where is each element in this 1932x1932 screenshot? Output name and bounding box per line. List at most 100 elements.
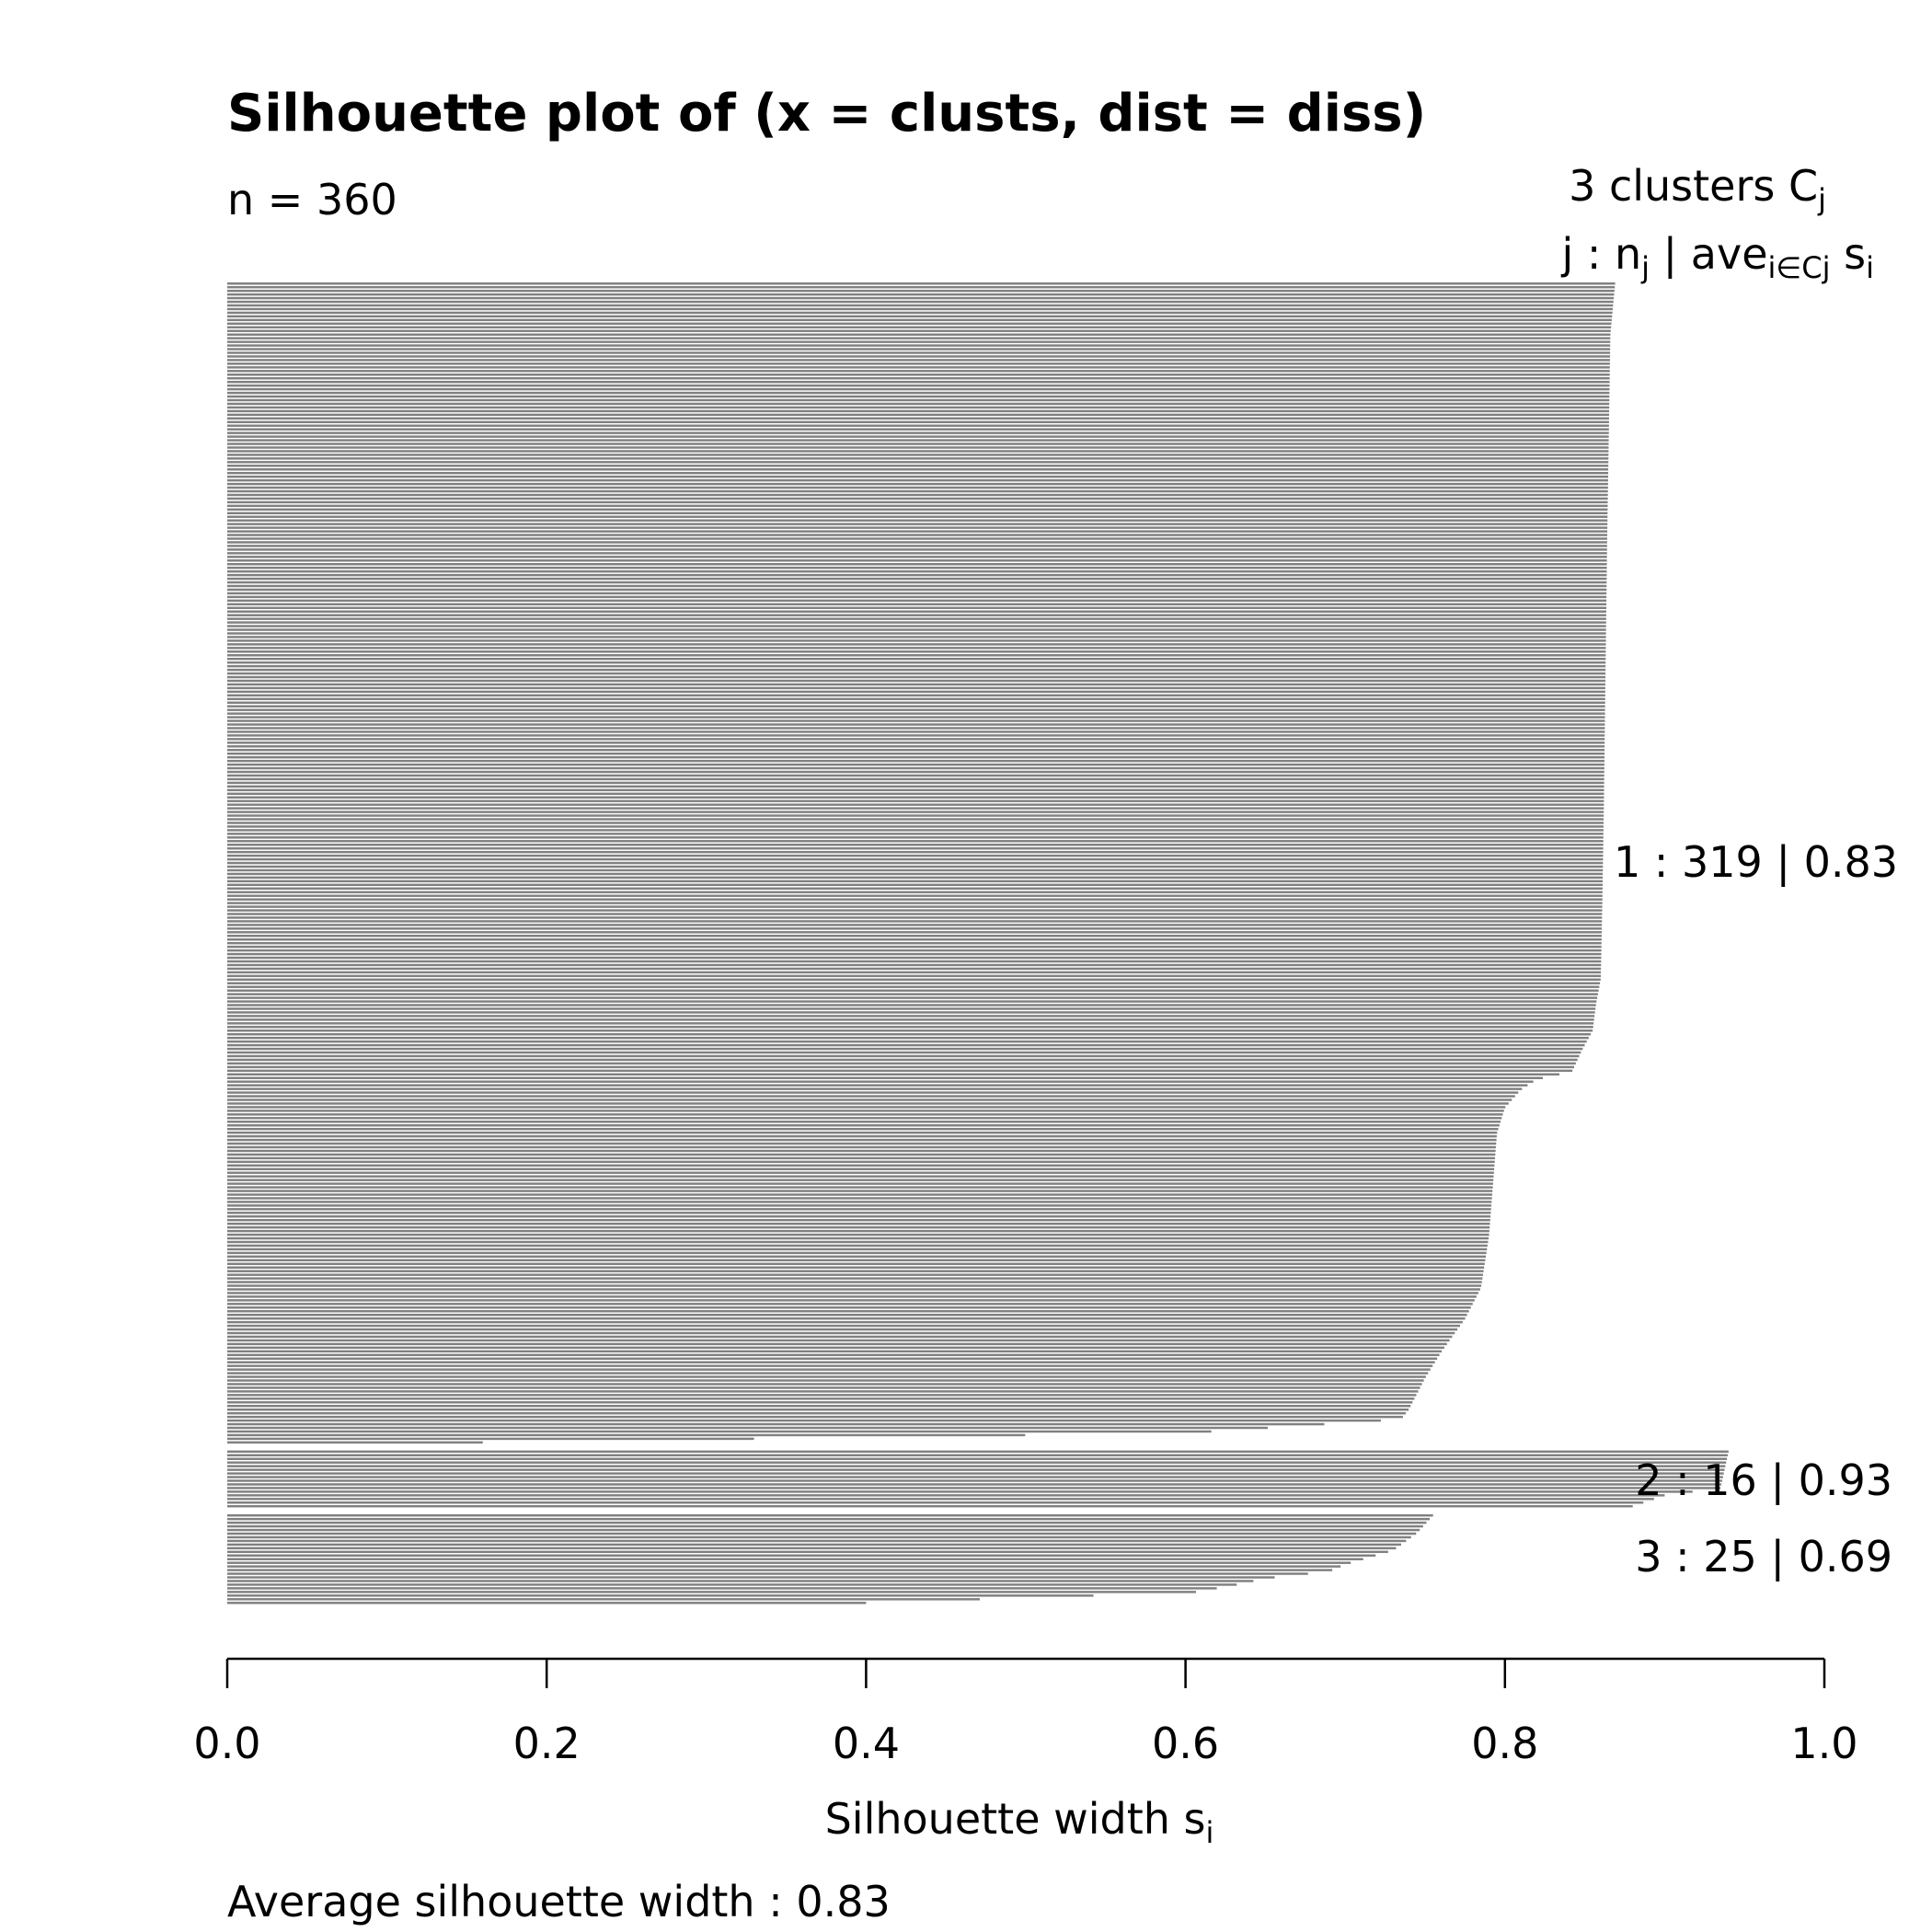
silhouette-bar: [227, 1026, 1593, 1029]
silhouette-bar: [227, 610, 1606, 613]
silhouette-bar: [227, 1498, 1654, 1501]
silhouette-bar: [227, 413, 1610, 417]
silhouette-bar: [227, 1032, 1591, 1036]
silhouette-bar: [227, 661, 1606, 664]
silhouette-bar: [227, 380, 1610, 384]
silhouette-bar: [227, 577, 1607, 581]
silhouette-bar: [227, 978, 1601, 982]
silhouette-bar: [227, 315, 1613, 318]
silhouette-bar: [227, 1594, 1094, 1597]
silhouette-bar: [227, 742, 1605, 744]
silhouette-bar: [227, 333, 1611, 336]
silhouette-bar: [227, 497, 1608, 500]
silhouette-bar: [227, 1171, 1494, 1174]
silhouette-bar: [227, 402, 1610, 406]
silhouette-bar: [227, 559, 1607, 562]
silhouette-bar: [227, 370, 1610, 373]
x-tick-label: 0.6: [1152, 1719, 1219, 1768]
x-axis-label-sub: i: [1206, 1815, 1214, 1850]
silhouette-bar: [227, 803, 1604, 806]
silhouette-bar: [227, 628, 1606, 631]
silhouette-bar: [227, 701, 1605, 704]
silhouette-bar: [227, 938, 1602, 941]
silhouette-bar: [227, 755, 1604, 759]
silhouette-bar: [227, 927, 1603, 930]
silhouette-bar: [227, 1164, 1495, 1167]
silhouette-bar: [227, 1580, 1254, 1582]
silhouette-bar: [227, 1244, 1488, 1248]
silhouette-bar: [227, 395, 1610, 398]
silhouette-bar: [227, 563, 1607, 566]
silhouette-bar: [227, 475, 1608, 478]
legend-header-line1-text: 3 clusters C: [1569, 161, 1818, 211]
silhouette-bar: [227, 1182, 1493, 1185]
silhouette-bar: [227, 282, 1616, 285]
silhouette-bar: [227, 657, 1606, 661]
silhouette-bar: [227, 993, 1598, 995]
x-tick-label: 0.4: [833, 1719, 900, 1768]
silhouette-bar: [227, 807, 1604, 810]
silhouette-bar: [227, 461, 1609, 464]
x-tick-label: 0.8: [1471, 1719, 1538, 1768]
silhouette-bar: [227, 1292, 1478, 1294]
silhouette-bar: [227, 672, 1606, 675]
silhouette-bar: [227, 632, 1606, 635]
silhouette-bar: [227, 1240, 1489, 1244]
silhouette-bar: [227, 548, 1607, 551]
silhouette-bar: [227, 712, 1605, 715]
silhouette-bar: [227, 1483, 1722, 1486]
silhouette-bar: [227, 595, 1607, 599]
silhouette-bar: [227, 1587, 1217, 1590]
silhouette-bar: [227, 318, 1612, 322]
silhouette-bar: [227, 1047, 1583, 1051]
silhouette-bar: [227, 530, 1608, 533]
legend-header-line2-a: j : n: [1560, 229, 1641, 279]
silhouette-bar: [227, 1095, 1515, 1098]
silhouette-bar: [227, 960, 1602, 963]
silhouette-bar: [227, 1454, 1728, 1457]
silhouette-bar: [227, 1411, 1406, 1415]
silhouette-bar: [227, 1328, 1458, 1331]
silhouette-bar: [227, 1310, 1469, 1313]
silhouette-bar: [227, 1317, 1466, 1320]
silhouette-bar: [227, 1179, 1494, 1181]
silhouette-bar: [227, 1415, 1403, 1419]
silhouette-bar: [227, 1248, 1488, 1251]
x-tick-label: 1.0: [1790, 1719, 1857, 1768]
silhouette-bar: [227, 296, 1615, 300]
silhouette-bar: [227, 311, 1613, 315]
silhouette-bar: [227, 749, 1605, 752]
silhouette-bar: [227, 566, 1607, 569]
silhouette-bar: [227, 1361, 1435, 1363]
silhouette-bar: [227, 1051, 1581, 1054]
silhouette-bar: [227, 799, 1604, 802]
silhouette-bar: [227, 1069, 1573, 1073]
silhouette-bar: [227, 420, 1609, 423]
silhouette-bar: [227, 967, 1602, 971]
silhouette-bar: [227, 1076, 1544, 1079]
silhouette-bar: [227, 766, 1604, 770]
silhouette-bar: [227, 519, 1608, 522]
silhouette-bar: [227, 996, 1598, 999]
silhouette-bar: [227, 409, 1610, 413]
silhouette-bar: [227, 963, 1602, 967]
silhouette-bar: [227, 650, 1606, 653]
silhouette-bar: [227, 362, 1610, 365]
silhouette-bar: [227, 1487, 1721, 1489]
silhouette-bar: [227, 920, 1603, 923]
silhouette-bar: [227, 439, 1609, 442]
silhouette-bar: [227, 1375, 1426, 1378]
silhouette-bar: [227, 647, 1606, 650]
silhouette-bar: [227, 1598, 980, 1601]
silhouette-bar: [227, 1476, 1723, 1478]
silhouette-bar: [227, 865, 1604, 868]
x-axis: 0.0 0.2 0.4 0.6 0.8 1.0: [193, 1657, 1858, 1768]
silhouette-bar: [227, 1591, 1196, 1593]
silhouette-bar: [227, 614, 1606, 616]
silhouette-bar: [227, 1080, 1534, 1083]
silhouette-bar: [227, 788, 1604, 792]
silhouette-bar: [227, 1065, 1574, 1069]
silhouette-bar: [227, 1339, 1450, 1342]
silhouette-bar: [227, 1479, 1722, 1482]
silhouette-bar: [227, 1212, 1491, 1214]
